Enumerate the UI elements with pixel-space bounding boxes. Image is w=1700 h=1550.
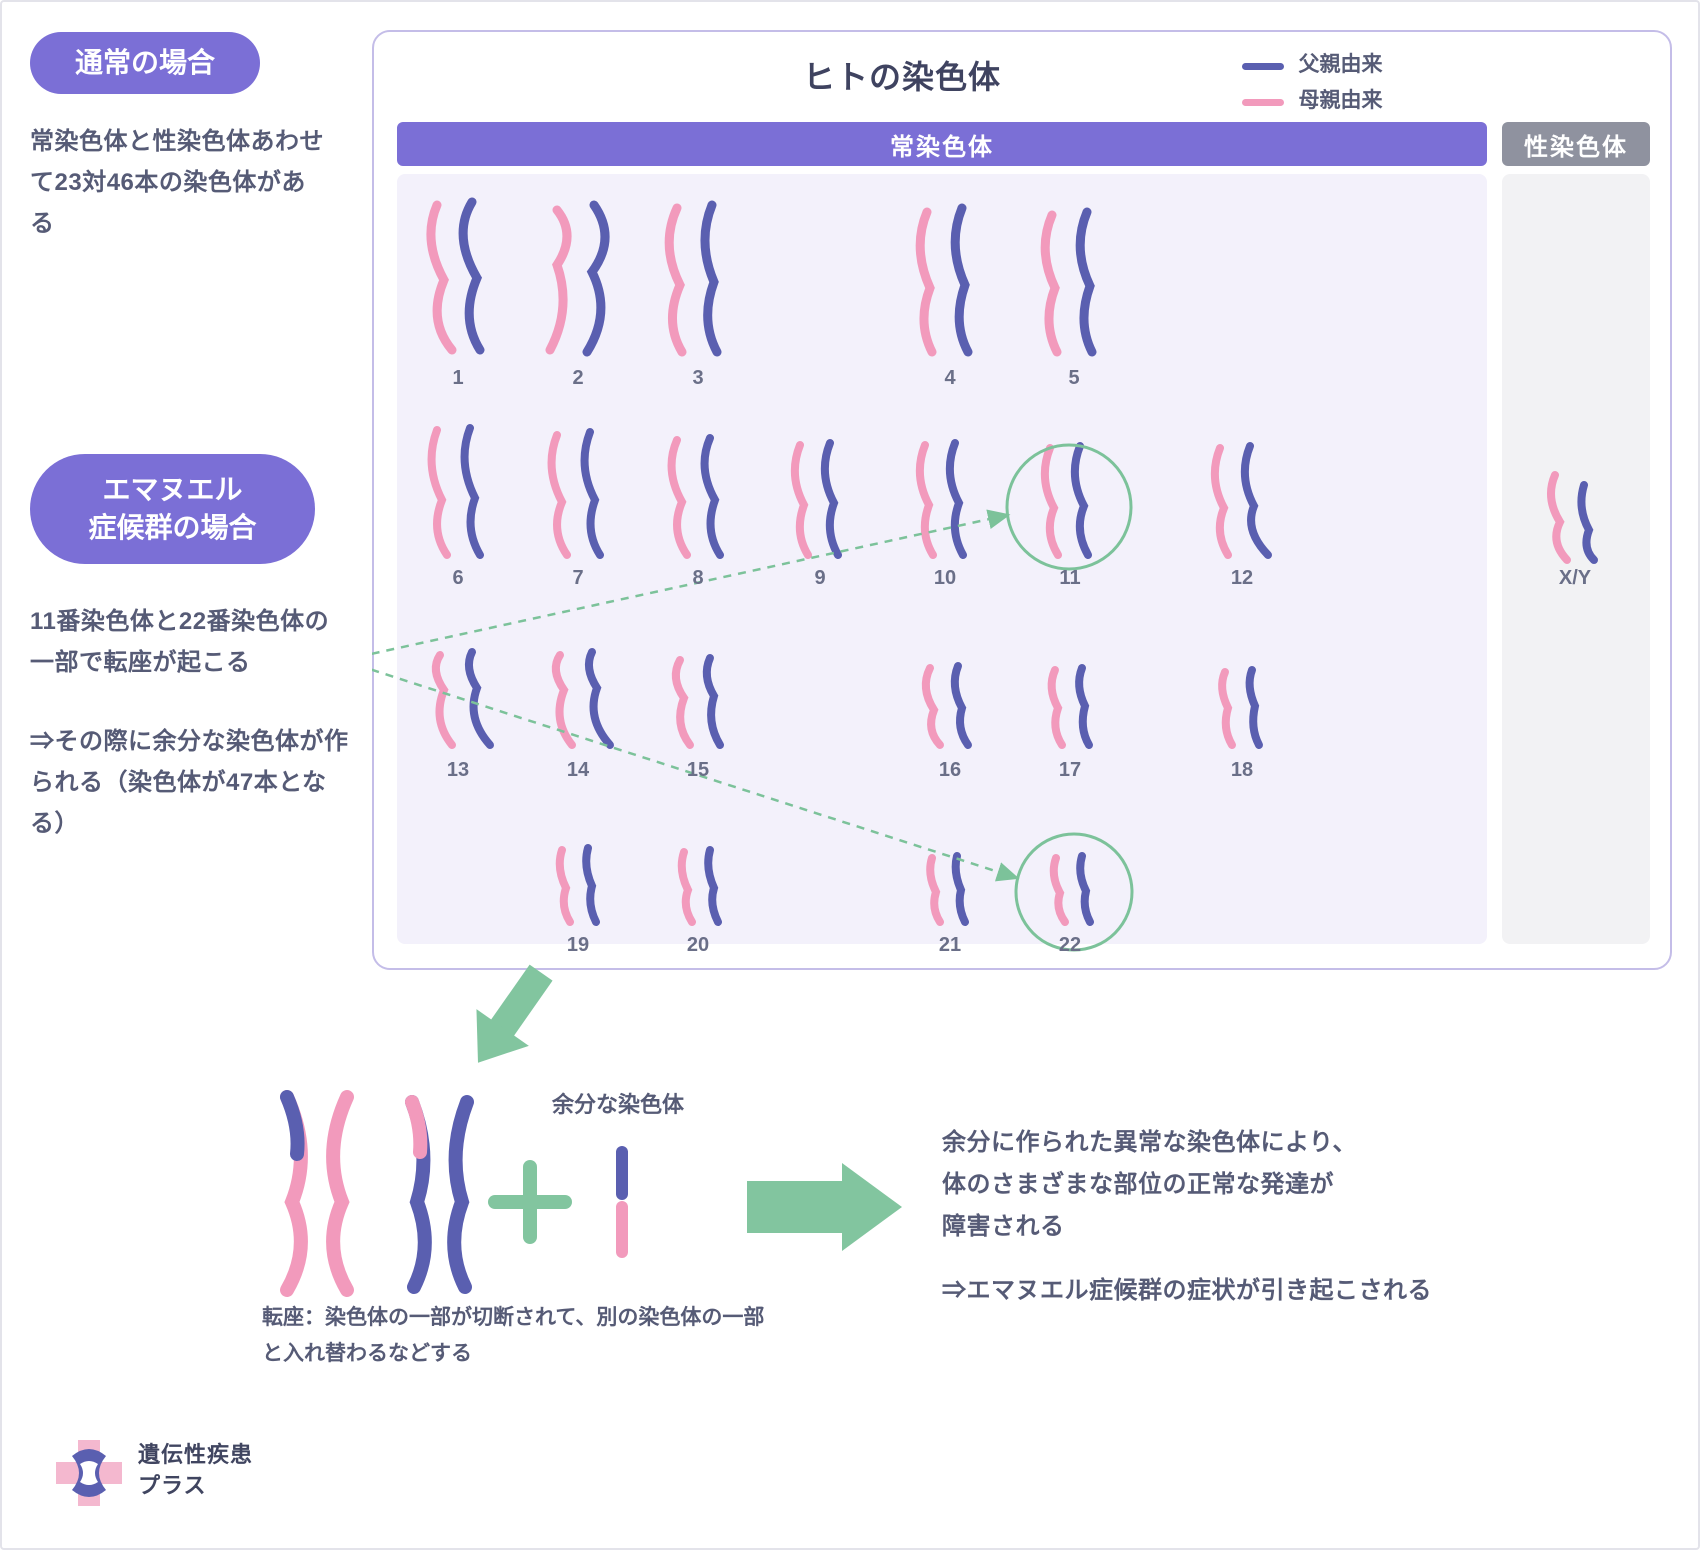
page-frame: 通常の場合 常染色体と性染色体あわせて23対46本の染色体がある エマヌエル 症… xyxy=(0,0,1700,1550)
emanuel-pill-line2: 症候群の場合 xyxy=(88,509,256,547)
chr-label-20: 20 xyxy=(658,934,738,957)
chr-label-14: 14 xyxy=(538,759,618,782)
chr-label-4: 4 xyxy=(910,367,990,390)
chr-label-2: 2 xyxy=(538,367,618,390)
chr-label-7: 7 xyxy=(538,567,618,590)
chr-label-13: 13 xyxy=(418,759,498,782)
normal-case-pill: 通常の場合 xyxy=(30,32,260,94)
logo-text: 遺伝性疾患 プラス xyxy=(138,1440,253,1502)
result-text: 余分に作られた異常な染色体により、 体のさまざまな部位の正常な発達が 障害される… xyxy=(942,1122,1642,1312)
chr-label-19: 19 xyxy=(538,934,618,957)
chr-label-17: 17 xyxy=(1030,759,1110,782)
chr-label-22: 22 xyxy=(1030,934,1110,957)
result-bold: ⇒エマヌエル症候群の症状が引き起こされる xyxy=(942,1270,1642,1312)
emanuel-text-1: 11番染色体と22番染色体の一部で転座が起こる xyxy=(30,602,350,684)
chr-label-21: 21 xyxy=(910,934,990,957)
result-line2: 体のさまざまな部位の正常な発達が xyxy=(942,1164,1642,1206)
chr-label-1: 1 xyxy=(418,367,498,390)
chr-label-6: 6 xyxy=(418,567,498,590)
logo-line2: プラス xyxy=(138,1471,253,1502)
logo-line1: 遺伝性疾患 xyxy=(138,1440,253,1471)
logo-icon xyxy=(50,1434,128,1512)
emanuel-text-2: ⇒その際に余分な染色体が作られる（染色体が47本となる） xyxy=(30,722,350,844)
chr-label-11: 11 xyxy=(1030,567,1110,590)
translocation-note: 転座：染色体の一部が切断されて、別の染色体の一部と入れ替わるなどする xyxy=(262,1300,782,1371)
emanuel-case-pill: エマヌエル 症候群の場合 xyxy=(30,454,315,564)
chr-label-16: 16 xyxy=(910,759,990,782)
emanuel-pill-line1: エマヌエル xyxy=(102,471,242,509)
normal-case-text: 常染色体と性染色体あわせて23対46本の染色体がある xyxy=(30,122,330,244)
chr-label-5: 5 xyxy=(1034,367,1114,390)
chr-label-9: 9 xyxy=(780,567,860,590)
result-line1: 余分に作られた異常な染色体により、 xyxy=(942,1122,1642,1164)
chr-label-xy: X/Y xyxy=(1535,567,1615,590)
chr-label-12: 12 xyxy=(1202,567,1282,590)
arrow-right-icon xyxy=(742,1157,912,1257)
karyotype-svg xyxy=(372,30,1672,970)
chr-label-3: 3 xyxy=(658,367,738,390)
extra-chromosome-label: 余分な染色体 xyxy=(552,1087,684,1119)
chr-label-8: 8 xyxy=(658,567,738,590)
chr-label-10: 10 xyxy=(905,567,985,590)
chr-label-15: 15 xyxy=(658,759,738,782)
chr-label-18: 18 xyxy=(1202,759,1282,782)
result-line3: 障害される xyxy=(942,1206,1642,1248)
